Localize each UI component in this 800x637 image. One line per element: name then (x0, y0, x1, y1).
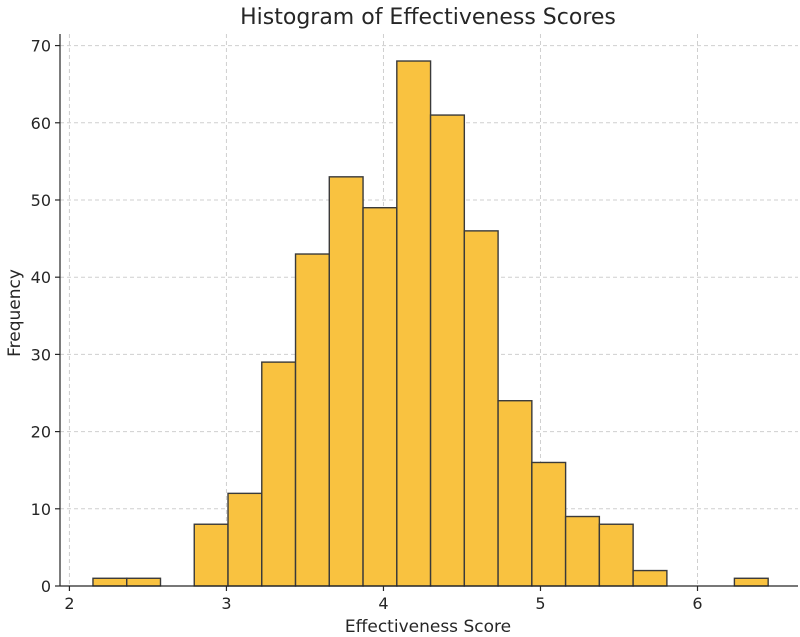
histogram-bar (733, 577, 769, 587)
x-tick-label: 3 (221, 594, 231, 613)
histogram-bar (463, 230, 499, 587)
histogram-bar (261, 361, 297, 587)
y-tick-label: 0 (41, 577, 51, 596)
y-tick-label: 20 (31, 423, 51, 442)
y-tick-label: 70 (31, 37, 51, 56)
histogram-bar (362, 207, 398, 587)
histogram-bar (632, 569, 668, 587)
y-axis-ticks: 0 10 20 30 40 50 60 70 (31, 37, 60, 596)
histogram-bar (227, 492, 263, 587)
histogram-bar (328, 176, 364, 587)
histogram-bar (564, 515, 601, 587)
x-axis-label: Effectiveness Score (345, 617, 511, 637)
x-tick-label: 6 (692, 594, 702, 613)
x-tick-label: 4 (378, 594, 388, 613)
histogram-bar (294, 253, 330, 587)
x-axis-ticks: 2 3 4 5 6 (64, 586, 703, 613)
histogram-bar (598, 523, 634, 587)
x-tick-label: 2 (64, 594, 74, 613)
histogram-bar (396, 60, 432, 587)
histogram-bar (429, 114, 466, 587)
histogram-bar (126, 577, 162, 587)
y-tick-label: 30 (31, 345, 51, 364)
histogram-bar (497, 400, 533, 587)
histogram-bar (193, 523, 229, 587)
histogram-bar (92, 577, 128, 587)
x-tick-label: 5 (535, 594, 545, 613)
y-tick-label: 10 (31, 500, 51, 519)
y-tick-label: 50 (31, 191, 51, 210)
y-axis-label: Frequency (5, 269, 25, 357)
histogram-bar (531, 461, 567, 587)
chart-title: Histogram of Effectiveness Scores (240, 5, 616, 30)
histogram-bars (92, 60, 769, 587)
y-tick-label: 60 (31, 114, 51, 133)
y-tick-label: 40 (31, 268, 51, 287)
